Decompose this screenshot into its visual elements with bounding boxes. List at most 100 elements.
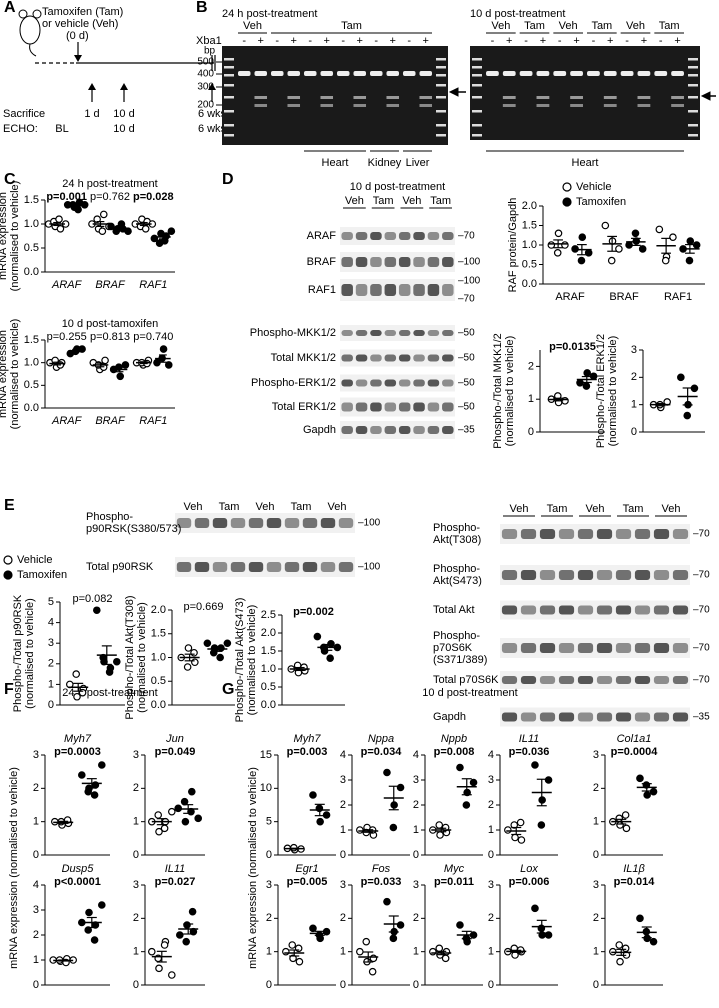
- p-value: p=0.0004: [611, 746, 659, 758]
- blot-band: [176, 518, 192, 528]
- blot-band: [341, 232, 353, 240]
- ladder-unit: bp: [204, 46, 216, 57]
- blot-band: [577, 676, 594, 684]
- chart-title: Myh7: [64, 733, 92, 745]
- lane-sign: +: [573, 35, 579, 47]
- blot-band: [558, 605, 575, 615]
- y-axis-label: (normalised to vehicle): [246, 605, 258, 716]
- data-point: [56, 225, 65, 233]
- y-tick-label: 2: [631, 371, 637, 383]
- gel-band: [386, 71, 400, 76]
- gel-band: [536, 71, 550, 76]
- data-point: [396, 783, 405, 792]
- ladder-band: [688, 74, 698, 77]
- data-point: [209, 648, 218, 657]
- data-point: [90, 791, 99, 799]
- blot-band: [284, 562, 300, 572]
- blot-band: [341, 426, 353, 434]
- y-tick-label: 2: [133, 782, 139, 794]
- blot-band: [413, 426, 425, 434]
- blot-band: [442, 330, 454, 336]
- y-axis-label: Phospho-/Total Akt(T308): [124, 595, 136, 719]
- data-point: [191, 658, 199, 667]
- x-tick-label: ARAF: [51, 279, 83, 291]
- data-point: [288, 941, 297, 949]
- y-tick-label: 10: [260, 782, 272, 794]
- blot-band: [558, 529, 575, 539]
- data-point: [184, 644, 193, 652]
- data-point: [685, 256, 694, 265]
- blot-band: [539, 570, 556, 580]
- row-label: Phospho-: [86, 511, 133, 523]
- blot-band: [427, 354, 440, 362]
- data-point: [183, 663, 192, 671]
- time-label: 10 d: [113, 123, 134, 135]
- data-point: [203, 639, 212, 648]
- data-point: [148, 947, 156, 956]
- y-tick-label: 0.0: [24, 402, 39, 414]
- gel-band: [419, 104, 433, 107]
- data-point: [84, 787, 93, 796]
- data-point: [194, 814, 203, 823]
- y-tick-label: 3: [133, 879, 139, 891]
- gel-band: [402, 71, 416, 76]
- data-point: [101, 356, 109, 365]
- blot-band: [577, 605, 594, 615]
- y-tick-label: 2: [413, 912, 419, 924]
- blot-band: [442, 257, 454, 267]
- data-point: [616, 821, 624, 829]
- blot-band: [501, 676, 518, 684]
- mw-marker: –50: [458, 402, 475, 413]
- panel-label: F: [4, 681, 14, 698]
- data-point: [160, 824, 169, 833]
- time-label: 10 d: [113, 108, 134, 120]
- gel-band: [336, 71, 350, 76]
- data-point: [72, 670, 81, 678]
- row-label: BRAF: [307, 256, 337, 268]
- lane-sign: -: [659, 35, 663, 47]
- blot-band: [370, 354, 382, 362]
- p-value: p=0.034: [361, 746, 403, 758]
- y-tick-label: 0: [528, 426, 534, 438]
- p-value: p=0.027: [155, 876, 196, 888]
- lane-sign: +: [641, 35, 647, 47]
- group-label: Veh: [626, 20, 645, 32]
- data-point: [669, 233, 677, 242]
- data-point: [78, 771, 86, 779]
- blot-band: [355, 354, 368, 362]
- y-tick-label: 4: [488, 749, 494, 761]
- data-point: [636, 914, 644, 923]
- ladder-band: [472, 84, 482, 87]
- y-tick-label: 2: [593, 912, 599, 924]
- chart-title: Lox: [520, 863, 538, 875]
- blot-band: [266, 562, 282, 572]
- group-label: Tam: [524, 20, 545, 32]
- x-tick-label: ARAF: [51, 415, 83, 427]
- gel-band: [553, 71, 567, 76]
- data-point: [121, 361, 130, 369]
- blot-band: [370, 257, 382, 267]
- data-point: [683, 411, 692, 420]
- blot-band: [398, 402, 411, 412]
- time-label: 6 wks: [198, 123, 227, 135]
- blot-band: [442, 426, 454, 434]
- p-value: p=0.028: [133, 191, 174, 203]
- y-tick-label: 0.0: [151, 699, 166, 711]
- panel-label: E: [4, 497, 15, 514]
- y-tick-label: 1: [340, 824, 346, 836]
- ladder-label: 200: [197, 100, 214, 111]
- y-axis-label: mRNA expression: [0, 192, 9, 280]
- lane-label: Veh: [662, 503, 681, 515]
- gel-band: [620, 71, 634, 76]
- group-label: Veh: [491, 20, 510, 32]
- ladder-band: [472, 124, 482, 127]
- p-value: p=0.0135: [549, 341, 596, 353]
- data-point: [436, 831, 444, 839]
- data-point: [181, 817, 190, 826]
- row-label: Total p70S6K: [433, 674, 499, 686]
- data-point: [168, 807, 176, 816]
- blot-band: [577, 529, 594, 539]
- blot-strip: [340, 421, 455, 439]
- blot-band: [427, 402, 440, 412]
- blot-band: [341, 402, 353, 412]
